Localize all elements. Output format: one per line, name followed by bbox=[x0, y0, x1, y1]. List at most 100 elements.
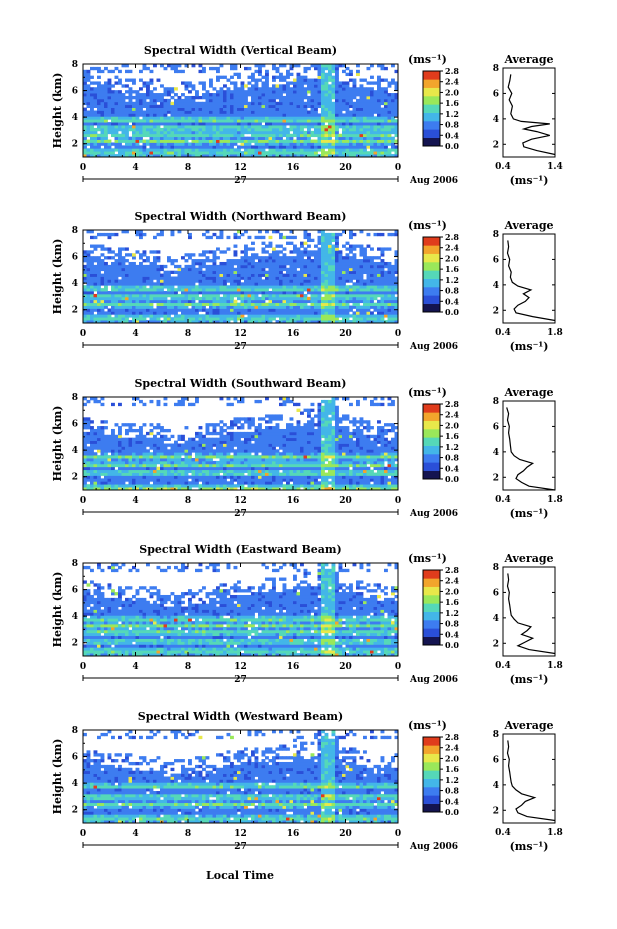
colorbar-tick-label: 2.0 bbox=[445, 87, 459, 97]
heatmap-cell bbox=[328, 273, 332, 277]
heatmap-cell bbox=[268, 311, 273, 315]
heatmap-cell bbox=[317, 122, 322, 126]
heatmap-cell bbox=[216, 148, 220, 152]
heatmap-cell bbox=[114, 308, 119, 312]
heatmap-cell bbox=[156, 104, 161, 108]
heatmap-cell bbox=[128, 136, 133, 140]
heatmap-cell bbox=[86, 279, 91, 283]
heatmap-cell bbox=[394, 69, 399, 74]
heatmap-cell bbox=[219, 64, 224, 68]
heatmap-cell bbox=[149, 314, 154, 318]
heatmap-cell bbox=[275, 136, 280, 140]
heatmap-cell bbox=[296, 288, 301, 292]
heatmap-cell bbox=[296, 264, 301, 269]
heatmap-cell bbox=[100, 437, 105, 441]
heatmap-cell bbox=[97, 148, 101, 152]
heatmap-cell bbox=[321, 130, 325, 135]
heatmap-cell bbox=[198, 285, 203, 289]
heatmap-cell bbox=[338, 87, 343, 91]
heatmap-cell bbox=[111, 481, 115, 485]
heatmap-cell bbox=[184, 285, 189, 289]
heatmap-cell bbox=[289, 250, 294, 254]
heatmap-cell bbox=[153, 267, 157, 272]
heatmap-cell bbox=[170, 276, 175, 280]
heatmap-cell bbox=[324, 293, 329, 298]
heatmap-cell bbox=[282, 127, 287, 132]
heatmap-cell bbox=[181, 148, 185, 152]
heatmap-cell bbox=[100, 151, 105, 155]
heatmap-cell bbox=[111, 151, 115, 155]
heatmap-cell bbox=[321, 299, 325, 304]
heatmap-cell bbox=[237, 261, 241, 266]
heatmap-cell bbox=[209, 259, 213, 263]
heatmap-cell bbox=[97, 458, 101, 462]
heatmap-cell bbox=[188, 273, 192, 277]
heatmap-cell bbox=[356, 261, 360, 266]
heatmap-cell bbox=[321, 230, 325, 234]
heatmap-cell bbox=[216, 130, 220, 135]
heatmap-cell bbox=[132, 133, 136, 138]
heatmap-cell bbox=[83, 293, 87, 298]
heatmap-cell bbox=[156, 314, 161, 318]
heatmap-cell bbox=[97, 305, 101, 309]
heatmap-cell bbox=[202, 253, 206, 257]
heatmap-cell bbox=[170, 232, 175, 237]
heatmap-cell bbox=[198, 130, 203, 135]
heatmap-cell bbox=[93, 154, 98, 158]
heatmap-cell bbox=[198, 308, 203, 312]
heatmap-cell bbox=[188, 81, 192, 85]
heatmap-cell bbox=[282, 320, 287, 324]
heatmap-cell bbox=[100, 101, 105, 106]
heatmap-cell bbox=[142, 299, 147, 304]
heatmap-cell bbox=[359, 250, 364, 254]
heatmap-cell bbox=[363, 151, 367, 155]
heatmap-cell bbox=[300, 261, 304, 266]
heatmap-cell bbox=[205, 154, 210, 158]
heatmap-cell bbox=[328, 314, 332, 318]
heatmap-cell bbox=[121, 122, 126, 126]
heatmap-cell bbox=[195, 104, 199, 108]
heatmap-cell bbox=[261, 308, 266, 312]
heatmap-cell bbox=[286, 293, 290, 298]
heatmap-cell bbox=[317, 130, 322, 135]
colorbar-tick-label: 1.6 bbox=[445, 264, 459, 274]
heatmap-cell bbox=[338, 136, 343, 140]
heatmap-cell bbox=[331, 308, 336, 312]
heatmap-cell bbox=[139, 253, 143, 257]
heatmap-cell bbox=[261, 264, 266, 269]
heatmap-cell bbox=[125, 273, 129, 277]
heatmap-cell bbox=[83, 78, 87, 82]
heatmap-cell bbox=[366, 308, 371, 312]
heatmap-cell bbox=[310, 291, 315, 295]
heatmap-cell bbox=[387, 154, 392, 158]
heatmap-cell bbox=[275, 145, 280, 149]
heatmap-cell bbox=[114, 113, 119, 117]
heatmap-cell bbox=[191, 302, 196, 306]
heatmap-cell bbox=[363, 305, 367, 309]
heatmap-cell bbox=[237, 291, 241, 295]
heatmap-cell bbox=[254, 125, 259, 129]
heatmap-cell bbox=[83, 288, 87, 292]
heatmap-cell bbox=[254, 276, 259, 280]
heatmap-cell bbox=[202, 142, 206, 146]
heatmap-cell bbox=[314, 154, 318, 158]
heatmap-cell bbox=[335, 66, 339, 71]
heatmap-cell bbox=[216, 291, 220, 295]
heatmap-cell bbox=[128, 142, 133, 146]
heatmap-cell bbox=[170, 127, 175, 132]
heatmap-cell bbox=[188, 95, 192, 100]
heatmap-cell bbox=[335, 311, 339, 315]
heatmap-cell bbox=[272, 317, 276, 321]
heatmap-cell bbox=[286, 259, 290, 263]
heatmap-cell bbox=[174, 116, 178, 120]
heatmap-cell bbox=[338, 101, 343, 106]
heatmap-cell bbox=[104, 291, 108, 295]
heatmap-cell bbox=[107, 87, 112, 91]
heatmap-cell bbox=[384, 122, 388, 126]
heatmap-cell bbox=[268, 293, 273, 298]
heatmap-cell bbox=[268, 90, 273, 94]
heatmap-cell bbox=[380, 136, 385, 140]
heatmap-cell bbox=[149, 78, 154, 82]
heatmap-cell bbox=[205, 148, 210, 152]
heatmap-cell bbox=[237, 125, 241, 129]
